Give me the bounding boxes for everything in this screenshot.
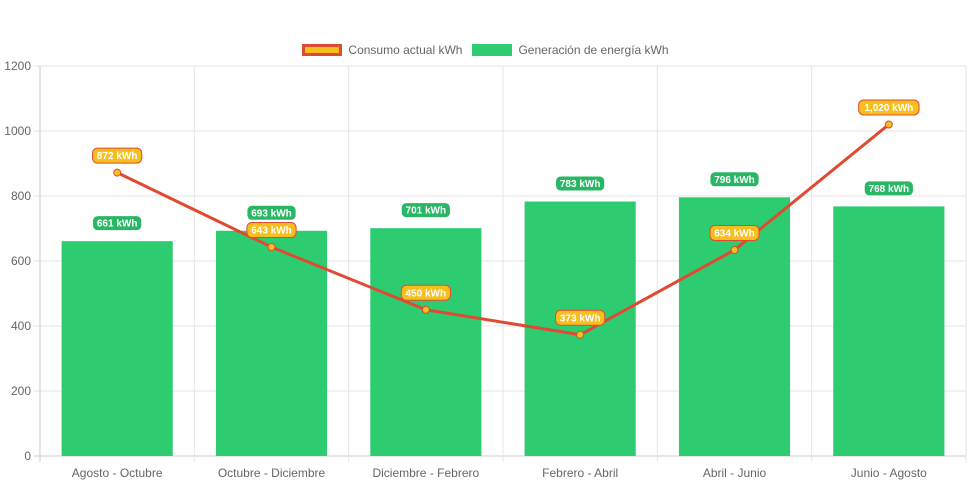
line-point[interactable] xyxy=(730,245,739,254)
bar[interactable] xyxy=(215,230,328,456)
x-tick-label: Agosto - Octubre xyxy=(72,466,163,480)
y-tick-label: 1200 xyxy=(4,59,31,73)
legend-item-consumo[interactable]: Consumo actual kWh xyxy=(302,43,462,57)
bar-data-label-box xyxy=(400,202,451,219)
bar-data-label-box xyxy=(709,171,760,188)
line-point[interactable] xyxy=(267,243,276,252)
y-tick-label: 0 xyxy=(24,449,31,463)
line-data-label-box xyxy=(92,147,143,164)
bar-data-label-text: 661 kWh xyxy=(97,219,138,230)
x-tick-label: Febrero - Abril xyxy=(542,466,618,480)
line-data-label-box xyxy=(246,222,297,239)
y-tick-label: 1000 xyxy=(4,124,31,138)
bar-data-label-box xyxy=(863,180,914,197)
line-data-label-text: 450 kWh xyxy=(406,288,447,299)
legend-label-consumo: Consumo actual kWh xyxy=(348,43,463,57)
bar-data-label-text: 783 kWh xyxy=(560,179,601,190)
y-tick-label: 600 xyxy=(11,254,31,268)
y-tick-label: 400 xyxy=(11,319,31,333)
line-point[interactable] xyxy=(576,330,585,339)
x-tick-label: Abril - Junio xyxy=(703,466,767,480)
line-point[interactable] xyxy=(113,168,122,177)
line-data-label: 872 kWh xyxy=(92,147,143,164)
bar-data-label: 693 kWh xyxy=(246,204,297,221)
line-data-label: 1,020 kWh xyxy=(858,99,920,116)
line-data-label-text: 373 kWh xyxy=(560,313,601,324)
bar[interactable] xyxy=(61,241,173,456)
bar-data-label-text: 701 kWh xyxy=(406,206,447,217)
line-data-label: 634 kWh xyxy=(709,224,760,241)
bar-data-label: 768 kWh xyxy=(863,180,914,197)
line-data-label-text: 634 kWh xyxy=(714,228,755,239)
line-data-label: 373 kWh xyxy=(555,309,606,326)
series-line-consumo xyxy=(116,123,890,337)
y-tick-label: 800 xyxy=(11,189,31,203)
line-point[interactable] xyxy=(884,120,893,129)
line-data-label-text: 872 kWh xyxy=(97,151,138,162)
legend-swatch-generacion xyxy=(472,44,513,56)
line-point[interactable] xyxy=(421,305,430,314)
line-data-label-box xyxy=(400,284,451,301)
line-data-label: 450 kWh xyxy=(400,284,451,301)
bar-data-label-text: 796 kWh xyxy=(714,175,755,186)
x-tick-label: Octubre - Diciembre xyxy=(218,466,326,480)
bar-data-label: 661 kWh xyxy=(92,215,143,232)
bar-data-label: 796 kWh xyxy=(709,171,760,188)
y-tick-label: 200 xyxy=(11,384,31,398)
bar-data-label-box xyxy=(92,215,143,232)
line-data-label-box xyxy=(709,224,760,241)
line-data-label-text: 643 kWh xyxy=(251,226,292,237)
bar-data-label: 783 kWh xyxy=(555,175,606,192)
line-data-label-box xyxy=(858,99,920,116)
line-data-label: 643 kWh xyxy=(246,222,297,239)
bar[interactable] xyxy=(833,206,945,456)
legend-label-generacion: Generación de energía kWh xyxy=(518,43,669,57)
line-data-label-text: 1,020 kWh xyxy=(864,103,913,114)
bar-data-label-box xyxy=(555,175,606,192)
bar-data-label-box xyxy=(246,204,297,221)
x-tick-label: Junio - Agosto xyxy=(851,466,927,480)
bar-data-label-text: 768 kWh xyxy=(869,184,910,195)
bar[interactable] xyxy=(370,228,482,456)
bar-data-label: 701 kWh xyxy=(400,202,451,219)
chart-legend: Consumo actual kWh Generación de energía… xyxy=(0,41,971,59)
line-data-label-box xyxy=(555,309,606,326)
legend-swatch-consumo xyxy=(302,44,343,56)
bar-data-label-text: 693 kWh xyxy=(251,208,292,219)
legend-item-generacion[interactable]: Generación de energía kWh xyxy=(472,43,669,57)
x-tick-label: Diciembre - Febrero xyxy=(372,466,479,480)
